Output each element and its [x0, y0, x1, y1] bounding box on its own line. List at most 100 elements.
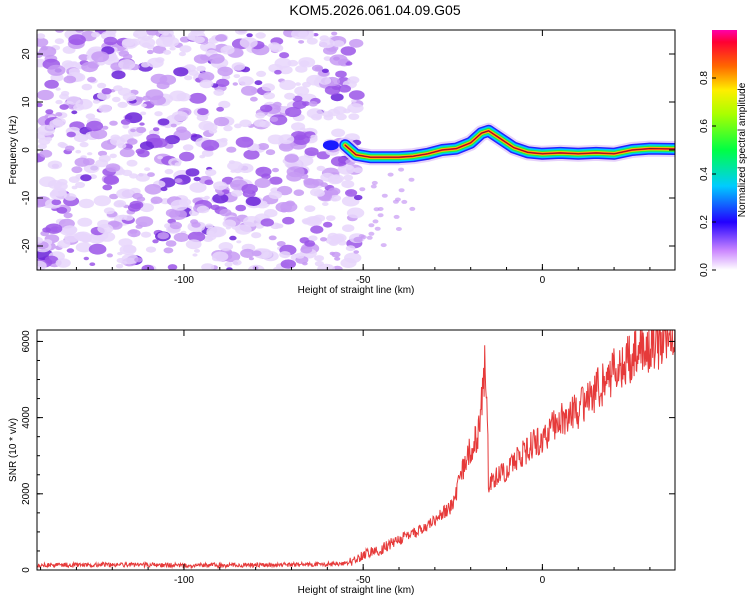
- noise-blob: [235, 136, 254, 148]
- noise-blob: [184, 75, 193, 81]
- noise-blob: [273, 266, 284, 270]
- noise-blob: [351, 99, 357, 103]
- noise-blob: [370, 184, 377, 189]
- noise-blob: [75, 30, 84, 33]
- noise-blob: [173, 67, 189, 77]
- noise-blob: [141, 62, 150, 68]
- noise-blob: [44, 79, 59, 89]
- colorbar-gradient: [712, 30, 737, 270]
- noise-blob: [109, 153, 117, 159]
- noise-blob: [136, 126, 147, 134]
- noise-blob: [37, 102, 43, 108]
- noise-blob: [115, 263, 124, 269]
- noise-blob: [235, 204, 247, 212]
- noise-blob: [398, 188, 405, 193]
- signal-track-ridge: [345, 130, 675, 158]
- noise-blob: [139, 141, 155, 151]
- noise-blob: [91, 31, 100, 38]
- noise-blob: [196, 205, 210, 214]
- noise-blob: [313, 214, 326, 222]
- noise-blob: [54, 38, 65, 45]
- noise-blob: [216, 78, 230, 87]
- noise-blob: [254, 178, 271, 188]
- noise-blob: [377, 207, 384, 211]
- noise-blob: [39, 149, 53, 158]
- noise-blob: [213, 116, 230, 127]
- noise-blob: [216, 106, 225, 112]
- noise-blob: [314, 66, 323, 72]
- noise-blob: [135, 96, 144, 102]
- noise-blob: [286, 171, 302, 182]
- noise-blob: [101, 88, 112, 95]
- noise-blob: [255, 166, 272, 177]
- noise-blob: [95, 159, 109, 168]
- noise-blob: [310, 134, 318, 140]
- noise-blob: [331, 31, 338, 36]
- x-tick-label: -50: [356, 575, 371, 586]
- noise-blob: [37, 124, 55, 136]
- noise-blob: [75, 181, 86, 189]
- noise-blob: [141, 103, 147, 108]
- noise-blob: [165, 240, 177, 247]
- noise-blob: [346, 207, 365, 219]
- noise-blob: [292, 100, 307, 109]
- noise-blob: [193, 176, 201, 182]
- noise-blob: [241, 85, 258, 96]
- noise-blob: [81, 61, 98, 73]
- noise-blob: [101, 125, 109, 130]
- noise-blob: [117, 143, 127, 149]
- noise-blob: [55, 30, 64, 33]
- noise-blob: [394, 197, 401, 202]
- noise-blob: [290, 131, 307, 141]
- noise-blob: [268, 235, 277, 241]
- noise-blob: [259, 200, 268, 206]
- noise-blob: [152, 239, 159, 244]
- noise-blob: [291, 122, 306, 131]
- y-tick-label: 10: [21, 96, 32, 108]
- noise-blob: [282, 216, 295, 225]
- noise-blob: [55, 87, 61, 91]
- noise-blob: [246, 33, 253, 38]
- noise-blob: [63, 193, 77, 201]
- noise-blob: [331, 197, 338, 202]
- noise-blob: [208, 53, 225, 64]
- noise-blob: [63, 212, 73, 219]
- noise-blob: [381, 193, 388, 198]
- noise-blob: [212, 193, 229, 204]
- spectrogram-ylabel: Frequency (Hz): [8, 116, 19, 185]
- noise-blob: [47, 64, 66, 76]
- noise-blob: [138, 37, 156, 48]
- noise-blob: [157, 155, 164, 160]
- noise-blob: [263, 92, 275, 100]
- noise-blob: [179, 151, 195, 162]
- noise-blob: [304, 240, 316, 247]
- noise-blob: [89, 262, 96, 267]
- noise-blob: [121, 169, 133, 177]
- noise-blob: [304, 205, 316, 213]
- noise-blob: [150, 196, 163, 204]
- noise-blob: [117, 101, 128, 108]
- noise-blob: [298, 30, 315, 40]
- noise-blob: [86, 120, 104, 132]
- noise-blob: [152, 45, 167, 54]
- noise-blob: [278, 142, 294, 152]
- noise-blob: [257, 143, 269, 150]
- noise-blob: [45, 109, 54, 115]
- noise-blob: [135, 216, 154, 228]
- noise-blob: [235, 224, 252, 235]
- noise-blob: [272, 167, 279, 173]
- noise-blob: [387, 172, 394, 177]
- colorbar-tick-label: 0.6: [699, 119, 710, 133]
- noise-blob: [269, 176, 283, 185]
- noise-blob: [73, 104, 85, 111]
- noise-blob: [88, 243, 107, 255]
- noise-blob: [261, 83, 275, 92]
- noise-blob: [255, 112, 266, 119]
- noise-blob: [274, 69, 282, 75]
- colorbar-tick-label: 0.0: [699, 263, 710, 277]
- noise-blob: [87, 76, 97, 83]
- noise-blob: [377, 213, 384, 218]
- noise-blob: [319, 38, 335, 49]
- noise-blob: [279, 79, 296, 91]
